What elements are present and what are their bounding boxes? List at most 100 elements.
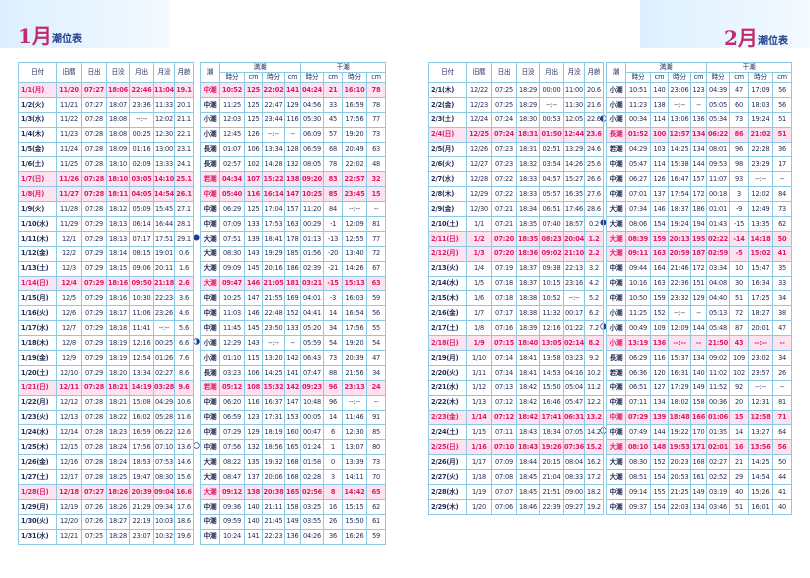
data-cell: 07:29 (219, 424, 245, 441)
data-cell: 120 (650, 364, 669, 381)
data-cell: 15:50 (539, 379, 564, 396)
data-cell: 18:41 (516, 350, 540, 366)
data-cell: 25.6 (584, 156, 604, 173)
data-cell: 26 (323, 513, 344, 530)
data-cell: 59 (366, 528, 387, 545)
data-cell: 00:36 (706, 394, 731, 411)
column-header: cm (366, 72, 387, 83)
data-cell: 12/5 (56, 290, 82, 307)
data-cell: 166 (689, 409, 708, 426)
data-cell: 23:36 (129, 96, 154, 113)
data-cell: 20.6 (584, 82, 604, 98)
data-cell: 23:26 (153, 305, 175, 322)
data-cell: 07:09 (491, 454, 517, 471)
data-cell: 07:15 (491, 335, 517, 352)
data-cell: 12/19 (56, 498, 82, 515)
data-cell: 大潮 (200, 275, 220, 292)
data-cell: 11/24 (56, 141, 82, 158)
data-cell: 16:14 (262, 186, 285, 203)
day-row: 1/6(土) 11/25 07:28 18:10 02:09 13:33 24.1 (18, 156, 194, 173)
data-cell: 7.2 (584, 320, 604, 337)
data-cell: 07:05 (563, 424, 585, 441)
data-cell: 07:29 (81, 275, 107, 292)
data-cell: 中潮 (606, 186, 626, 203)
data-cell: 12/28 (466, 171, 492, 188)
day-row: 中潮 09:14 155 21:25 149 03:19 40 15:26 41 (606, 484, 793, 500)
data-cell: 154 (650, 216, 669, 232)
data-cell: 07:28 (81, 141, 107, 158)
data-cell: 141 (283, 82, 302, 98)
data-cell: 07:28 (81, 111, 107, 128)
data-cell: 144 (689, 320, 708, 337)
day-row: 1/4(木) 11/23 07:28 18:08 00:25 12:30 22.1 (18, 126, 194, 143)
data-cell: 09:02 (706, 350, 731, 366)
day-row: 中潮 06:51 127 17:29 149 11:52 92 --:-- -- (606, 379, 793, 396)
data-cell: -15 (323, 275, 344, 292)
data-cell: 106 (244, 364, 263, 381)
data-cell: 07:28 (81, 156, 107, 173)
data-cell: 159 (650, 230, 669, 247)
date-cell: 1/13(土) (18, 260, 57, 277)
data-cell: 1/12 (466, 379, 492, 396)
date-cell: 2/14(水) (428, 275, 467, 292)
data-cell: 中潮 (606, 484, 626, 500)
day-row: 中潮 11:25 125 22:47 129 04:56 33 16:59 78 (200, 96, 387, 113)
data-cell: 04:41 (300, 305, 325, 322)
data-cell: 140 (650, 82, 669, 98)
day-row: 中潮 07:11 134 18:02 158 00:36 20 12:31 81 (606, 394, 793, 411)
data-cell: 47 (772, 320, 793, 337)
data-cell: -- (283, 126, 302, 143)
data-cell: 08:47 (219, 469, 245, 486)
data-cell: 12:30 (342, 424, 368, 441)
day-row: 中潮 09:44 164 21:46 172 03:34 10 15:47 35 (606, 260, 793, 277)
day-row: 中潮 06:29 125 17:04 157 11:20 84 --:-- -- (200, 201, 387, 218)
day-row: 2/22(木) 1/13 07:12 18:42 16:46 05:47 12.2 (428, 394, 604, 411)
data-cell: 小潮 (200, 350, 220, 366)
data-cell: 06:31 (563, 409, 585, 426)
date-cell: 1/14(日) (18, 275, 57, 292)
data-cell: 19:20 (342, 126, 368, 143)
data-cell: 中潮 (200, 424, 220, 441)
data-cell: 57 (323, 126, 344, 143)
day-row: 中潮 09:59 140 21:45 149 03:55 26 15:50 61 (200, 513, 387, 530)
data-cell: 13:35 (748, 216, 774, 232)
data-cell: 02:28 (300, 469, 325, 486)
data-cell: 129 (244, 424, 263, 441)
day-row: 長潮 02:57 102 14:28 132 08:05 78 22:02 48 (200, 156, 387, 173)
data-cell: 141 (283, 364, 302, 381)
data-cell: 107 (244, 171, 263, 188)
data-cell: 07:10 (491, 439, 517, 456)
data-cell: 18:43 (516, 439, 540, 456)
data-cell: 40 (772, 498, 793, 515)
data-cell: -20 (323, 245, 344, 262)
data-cell: 13:20 (262, 350, 285, 366)
data-cell: 116 (244, 186, 263, 203)
data-cell: 125 (244, 111, 263, 128)
data-cell: 18:13 (106, 230, 130, 247)
date-cell: 1/18(木) (18, 335, 57, 352)
data-cell: 11:25 (219, 96, 245, 113)
data-cell: 07:28 (81, 126, 107, 143)
data-cell: 106 (244, 141, 263, 158)
data-cell: 8.6 (174, 364, 194, 381)
data-cell: 07:36 (563, 439, 585, 456)
data-cell: 06:51 (625, 379, 651, 396)
column-header: 時分 (342, 72, 368, 83)
day-row: 大潮 08:06 154 19:24 194 01:43 -15 13:35 62 (606, 216, 793, 232)
date-cell: 1/31(水) (18, 528, 57, 545)
data-cell: 30 (729, 275, 750, 292)
data-cell: 54 (366, 335, 387, 352)
data-cell: 大潮 (200, 260, 220, 277)
data-cell: 11:00 (563, 82, 585, 98)
data-cell: --:-- (129, 111, 154, 128)
data-cell: 41 (772, 245, 793, 262)
data-cell: 18:33 (516, 171, 540, 188)
column-header: 日付 (428, 62, 467, 83)
data-cell: 3 (323, 469, 344, 486)
date-cell: 2/26(月) (428, 454, 467, 471)
data-cell: 13:07 (342, 439, 368, 456)
data-cell: 06:22 (706, 126, 731, 143)
data-cell: 18:02 (668, 394, 691, 411)
column-header: cm (323, 72, 344, 83)
day-row: 2/20(火) 1/11 07:14 18:41 14:53 04:16 10.2 (428, 364, 604, 381)
